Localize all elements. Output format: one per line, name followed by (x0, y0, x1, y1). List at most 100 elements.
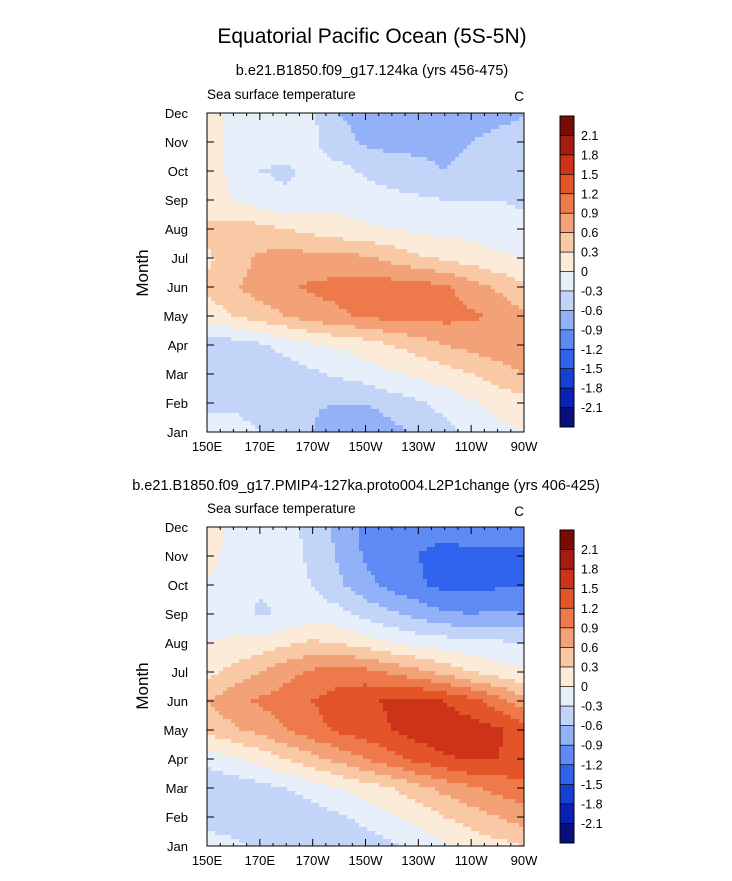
field-cell (507, 197, 512, 202)
field-cell (419, 261, 424, 266)
field-cell (319, 261, 324, 266)
field-cell (223, 141, 228, 146)
field-cell (211, 129, 216, 134)
field-cell (255, 137, 260, 142)
field-cell (215, 341, 220, 346)
field-cell (367, 113, 372, 118)
field-cell (279, 277, 284, 282)
field-cell (259, 253, 264, 258)
field-cell (519, 149, 524, 154)
field-cell (315, 145, 320, 150)
field-cell (299, 325, 304, 330)
field-cell (279, 361, 284, 366)
field-cell (403, 293, 408, 298)
field-cell (383, 353, 388, 358)
field-cell (259, 325, 264, 330)
field-cell (247, 301, 252, 306)
field-cell (295, 165, 300, 170)
field-cell (207, 165, 212, 170)
field-cell (515, 229, 520, 234)
field-cell (467, 145, 472, 150)
field-cell (511, 193, 516, 198)
field-cell (359, 149, 364, 154)
field-cell (519, 313, 524, 318)
field-cell (263, 225, 268, 230)
field-cell (323, 237, 328, 242)
field-cell (495, 317, 500, 322)
field-cell (251, 225, 256, 230)
field-cell (343, 265, 348, 270)
field-cell (427, 321, 432, 326)
field-cell (499, 293, 504, 298)
field-cell (263, 169, 268, 174)
field-cell (403, 221, 408, 226)
field-cell (351, 205, 356, 210)
field-cell (403, 213, 408, 218)
field-cell (515, 113, 520, 118)
field-cell (419, 317, 424, 322)
field-cell (251, 301, 256, 306)
field-cell (455, 181, 460, 186)
field-cell (515, 117, 520, 122)
field-cell (475, 125, 480, 130)
field-cell (491, 117, 496, 122)
field-cell (287, 177, 292, 182)
field-cell (359, 133, 364, 138)
field-cell (455, 349, 460, 354)
field-cell (243, 261, 248, 266)
field-cell (435, 177, 440, 182)
field-cell (431, 125, 436, 130)
field-cell (363, 349, 368, 354)
field-cell (503, 157, 508, 162)
field-cell (411, 329, 416, 334)
field-cell (447, 333, 452, 338)
field-cell (419, 285, 424, 290)
field-cell (419, 341, 424, 346)
field-cell (227, 209, 232, 214)
field-cell (267, 217, 272, 222)
field-cell (407, 221, 412, 226)
field-cell (427, 141, 432, 146)
field-cell (355, 133, 360, 138)
field-cell (315, 225, 320, 230)
field-cell (259, 249, 264, 254)
field-cell (283, 173, 288, 178)
field-cell (387, 333, 392, 338)
field-cell (499, 353, 504, 358)
field-cell (339, 129, 344, 134)
field-cell (319, 249, 324, 254)
field-cell (299, 193, 304, 198)
field-cell (335, 329, 340, 334)
field-cell (295, 249, 300, 254)
field-cell (319, 341, 324, 346)
field-cell (259, 217, 264, 222)
field-cell (511, 133, 516, 138)
field-cell (375, 349, 380, 354)
field-cell (451, 345, 456, 350)
field-cell (235, 249, 240, 254)
field-cell (303, 137, 308, 142)
field-cell (431, 337, 436, 342)
field-cell (323, 229, 328, 234)
field-cell (215, 345, 220, 350)
field-cell (283, 169, 288, 174)
field-cell (287, 333, 292, 338)
field-cell (275, 349, 280, 354)
field-cell (251, 141, 256, 146)
field-cell (519, 237, 524, 242)
field-cell (219, 261, 224, 266)
field-cell (351, 157, 356, 162)
field-cell (215, 349, 220, 354)
field-cell (367, 225, 372, 230)
field-cell (411, 289, 416, 294)
field-cell (367, 297, 372, 302)
field-cell (467, 153, 472, 158)
field-cell (207, 137, 212, 142)
field-cell (327, 205, 332, 210)
field-cell (339, 265, 344, 270)
field-cell (479, 273, 484, 278)
field-cell (395, 209, 400, 214)
field-cell (367, 293, 372, 298)
field-cell (339, 169, 344, 174)
field-cell (463, 201, 468, 206)
